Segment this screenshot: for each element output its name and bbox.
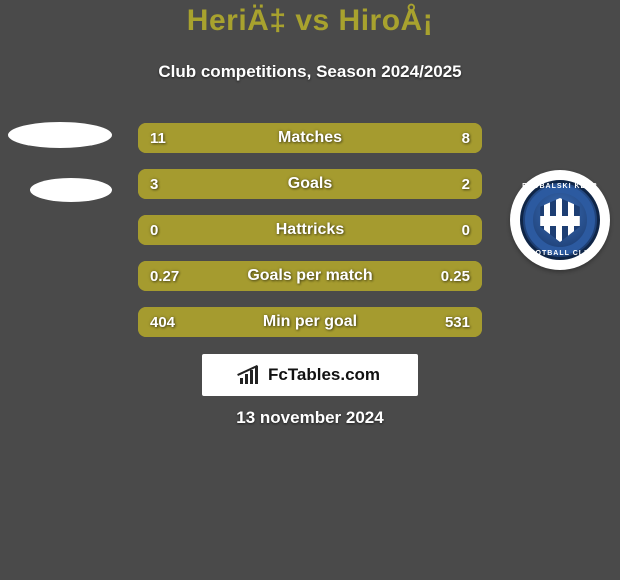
- stat-left-fill: [138, 307, 287, 337]
- branding-text: FcTables.com: [268, 365, 380, 385]
- stat-left-fill: [138, 215, 310, 245]
- stat-left-fill: [138, 123, 337, 153]
- stat-row: Goals per match0.270.25: [138, 261, 482, 291]
- stat-row: Goals32: [138, 169, 482, 199]
- stat-left-fill: [138, 261, 317, 291]
- stat-right-fill: [337, 123, 482, 153]
- stat-left-fill: [138, 169, 344, 199]
- stat-row: Matches118: [138, 123, 482, 153]
- shield-icon: FUDBALSKI KLUB FOOTBALL CLUB: [520, 180, 600, 260]
- right-crest: FUDBALSKI KLUB FOOTBALL CLUB: [510, 170, 610, 270]
- stat-right-fill: [344, 169, 482, 199]
- stat-right-fill: [310, 215, 482, 245]
- stat-right-fill: [317, 261, 482, 291]
- datestamp: 13 november 2024: [0, 408, 620, 428]
- left-crest-ellipse-top: [8, 122, 112, 148]
- comparison-bars: Matches118 Goals32 Hattricks00 Goals per ma…: [138, 123, 482, 353]
- shield-ring-text-bottom: FOOTBALL CLUB: [520, 250, 600, 257]
- branding-badge: FcTables.com: [202, 354, 418, 396]
- stat-right-fill: [287, 307, 482, 337]
- page-title: HeriÄ‡ vs HiroÅ¡: [0, 4, 620, 38]
- stat-row: Hattricks00: [138, 215, 482, 245]
- page-subtitle: Club competitions, Season 2024/2025: [0, 62, 620, 82]
- chart-icon: [240, 366, 262, 384]
- left-crest-ellipse-bottom: [30, 178, 112, 202]
- shield-ring-text-top: FUDBALSKI KLUB: [520, 183, 600, 190]
- stat-row: Min per goal404531: [138, 307, 482, 337]
